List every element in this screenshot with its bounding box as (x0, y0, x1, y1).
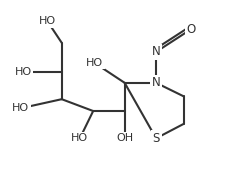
Text: N: N (152, 76, 160, 89)
Text: HO: HO (86, 58, 103, 68)
Text: HO: HO (15, 67, 31, 77)
Text: HO: HO (39, 16, 56, 26)
Text: HO: HO (12, 103, 29, 113)
Text: O: O (187, 23, 196, 36)
Text: OH: OH (116, 133, 133, 143)
Text: N: N (152, 45, 160, 58)
Text: S: S (152, 132, 160, 145)
Text: HO: HO (71, 133, 88, 143)
